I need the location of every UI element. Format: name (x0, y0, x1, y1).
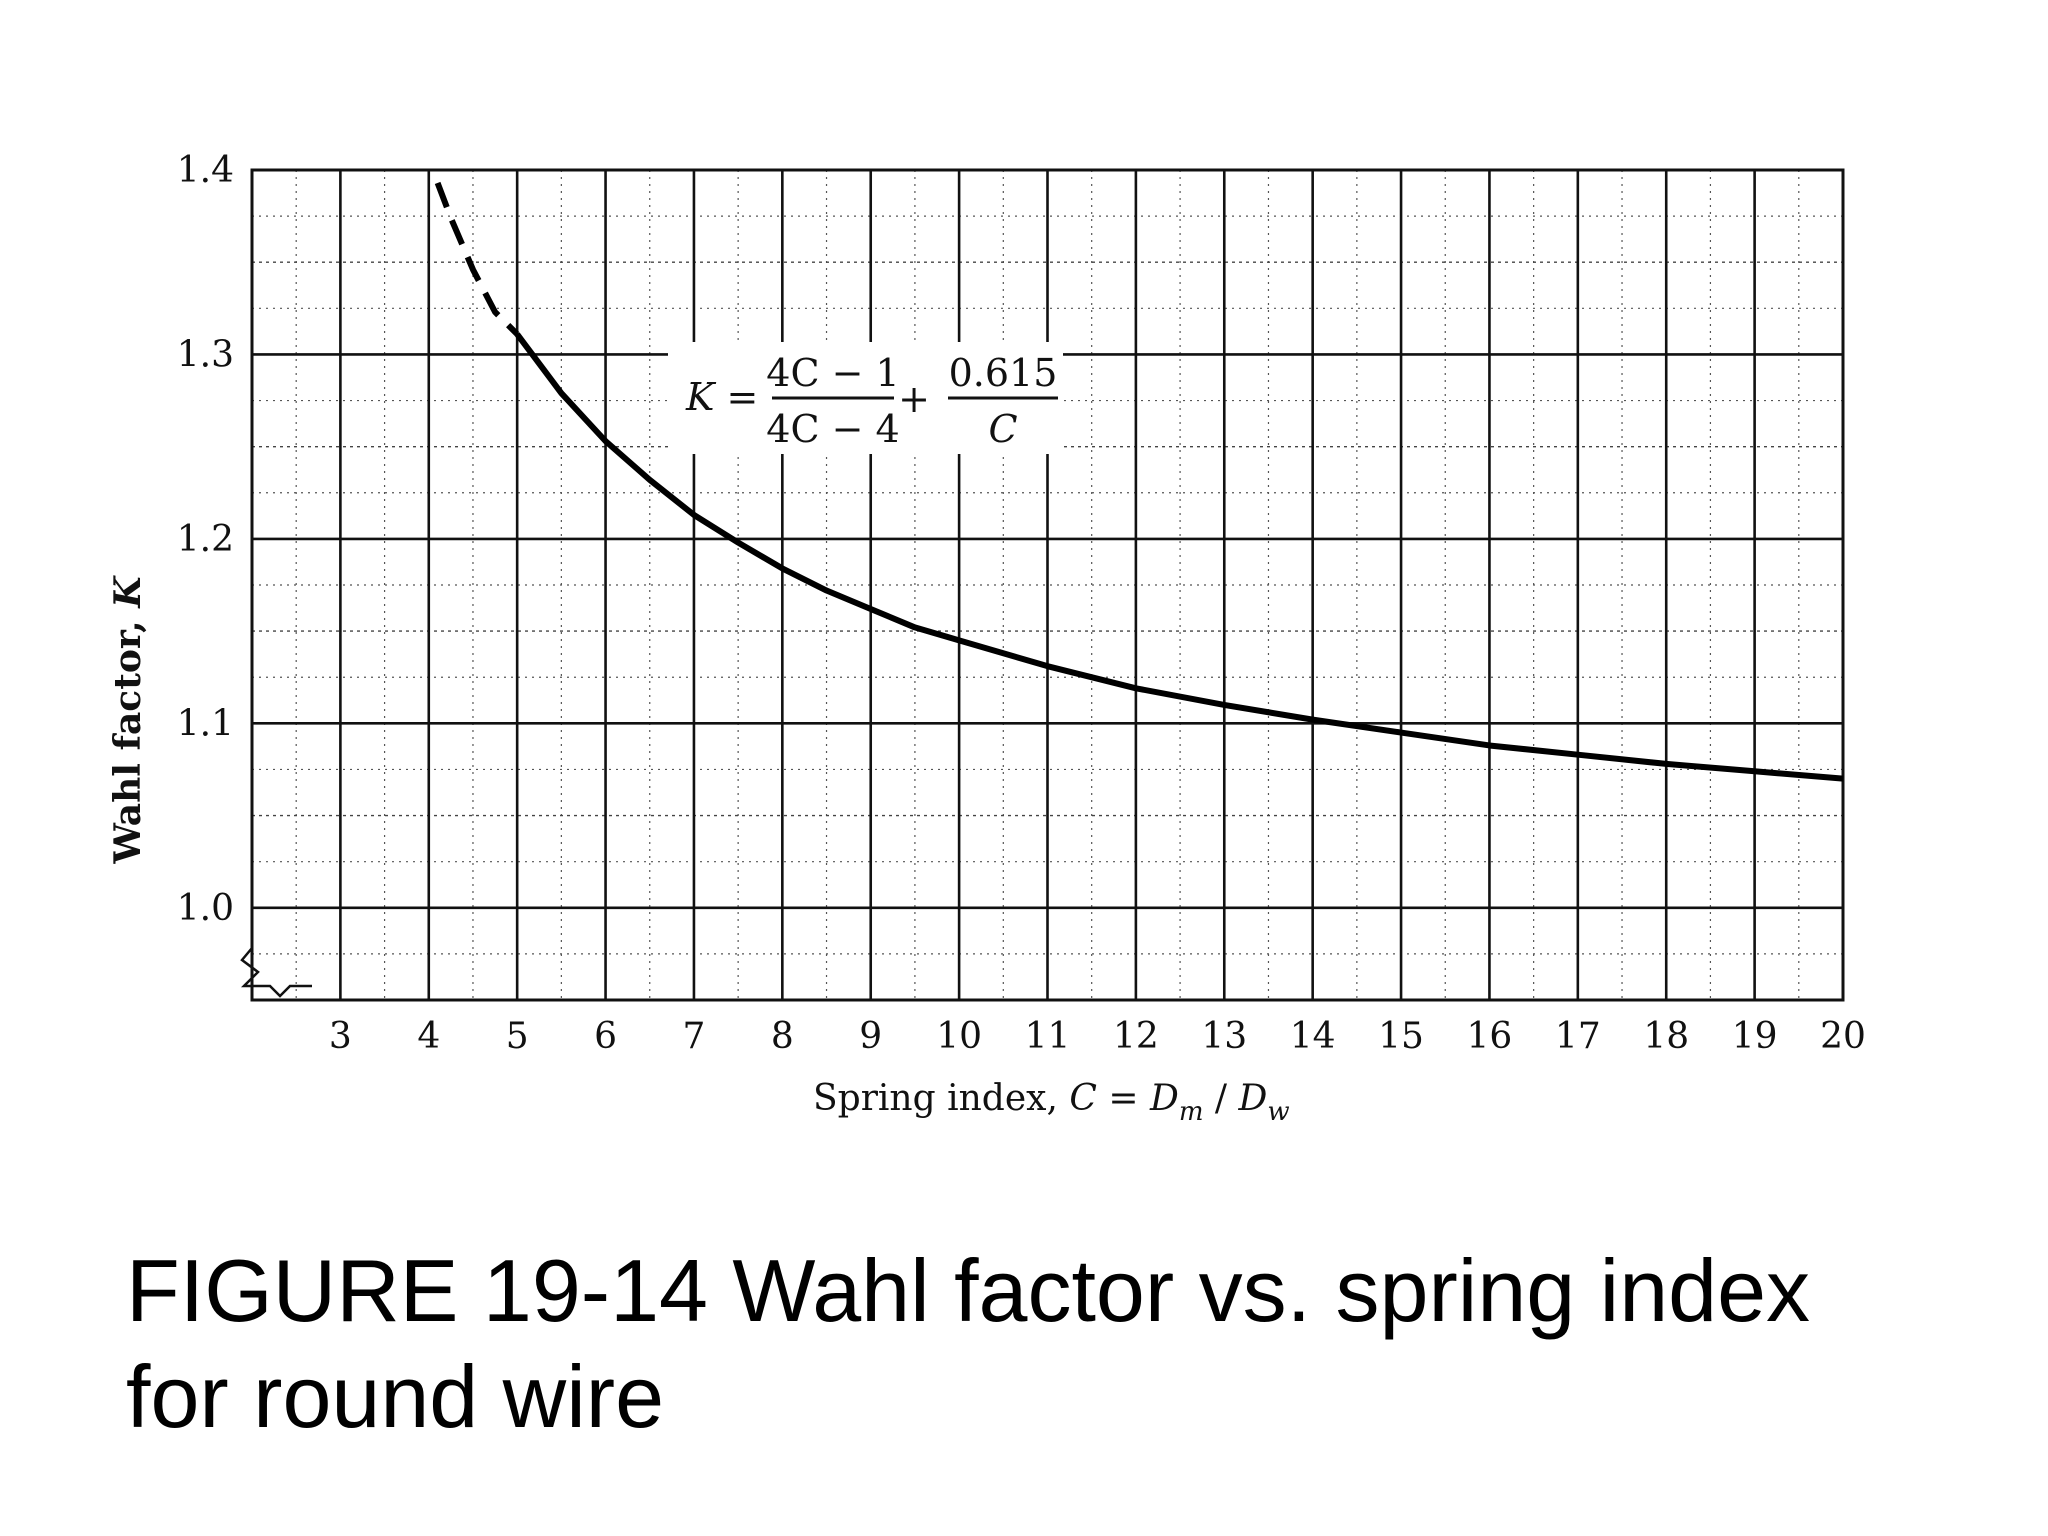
x-tick-label: 5 (506, 1016, 529, 1057)
wahl-curve-solid (514, 332, 1844, 782)
formula-frac2-numerator: 0.615 (949, 351, 1058, 395)
formula-frac1-denominator: 4C − 4 (766, 407, 899, 451)
y-tick-label: 1.0 (177, 888, 234, 929)
formula-plus: + (898, 377, 930, 421)
formula-frac2-denominator: C (988, 407, 1017, 451)
y-tick-label: 1.1 (177, 703, 234, 744)
figure-caption-line-1: FIGURE 19-14 Wahl factor vs. spring inde… (126, 1241, 1811, 1340)
x-axis-label-c: C (1069, 1078, 1097, 1119)
x-tick-label: 9 (859, 1016, 882, 1057)
plot-frame (250, 168, 1845, 1002)
y-tick-label: 1.4 (177, 150, 234, 191)
curves (434, 181, 1844, 782)
x-tick-label: 10 (936, 1016, 982, 1057)
x-tick-label: 7 (682, 1016, 705, 1057)
x-axis-label-slash: / (1203, 1078, 1238, 1119)
x-tick-labels: 3 4 5 6 7 8 9 10 11 12 13 14 15 16 17 18 19 20 (329, 1016, 1866, 1057)
x-tick-label: 19 (1732, 1016, 1778, 1057)
y-axis-label: Wahl factor, K (107, 575, 149, 865)
x-tick-label: 15 (1378, 1016, 1424, 1057)
y-tick-label: 1.2 (177, 519, 234, 560)
x-tick-label: 16 (1467, 1016, 1513, 1057)
x-tick-label: 8 (771, 1016, 794, 1057)
x-axis-label: Spring index, C = Dm / Dw (813, 1078, 1290, 1127)
formula-annotation: K = 4C − 1 4C − 4 + 0.615 C (668, 342, 1063, 454)
figure-caption: FIGURE 19-14 Wahl factor vs. spring inde… (126, 1238, 1976, 1450)
y-axis-label-k: K (107, 575, 149, 609)
wahl-curve-dashed (434, 181, 520, 337)
x-tick-label: 20 (1820, 1016, 1866, 1057)
x-tick-label: 17 (1555, 1016, 1601, 1057)
x-axis-label-sub-w: w (1267, 1097, 1289, 1127)
x-axis-label-d1: D (1149, 1078, 1179, 1119)
x-axis-label-prefix: Spring index, (813, 1078, 1069, 1119)
x-tick-label: 12 (1113, 1016, 1159, 1057)
y-axis-label-prefix: Wahl factor, (107, 608, 149, 865)
axis-break-zigzag (240, 947, 312, 998)
x-tick-label: 14 (1290, 1016, 1336, 1057)
x-tick-label: 11 (1025, 1016, 1071, 1057)
formula-frac1-numerator: 4C − 1 (766, 351, 899, 395)
x-tick-label: 18 (1643, 1016, 1689, 1057)
formula-lhs: K = (685, 375, 758, 419)
y-tick-labels: 1.0 1.1 1.2 1.3 1.4 (177, 150, 234, 929)
x-tick-label: 13 (1201, 1016, 1247, 1057)
x-axis-label-eq: = (1097, 1078, 1150, 1119)
x-axis-label-d2: D (1238, 1078, 1268, 1119)
major-grid (250, 168, 1845, 1002)
x-tick-label: 3 (329, 1016, 352, 1057)
axis-break-symbol (240, 947, 312, 998)
y-tick-label: 1.3 (177, 334, 234, 375)
figure-caption-line-2: for round wire (126, 1347, 665, 1446)
x-tick-label: 4 (417, 1016, 440, 1057)
x-tick-label: 6 (594, 1016, 617, 1057)
x-axis-label-sub-m: m (1179, 1097, 1204, 1127)
